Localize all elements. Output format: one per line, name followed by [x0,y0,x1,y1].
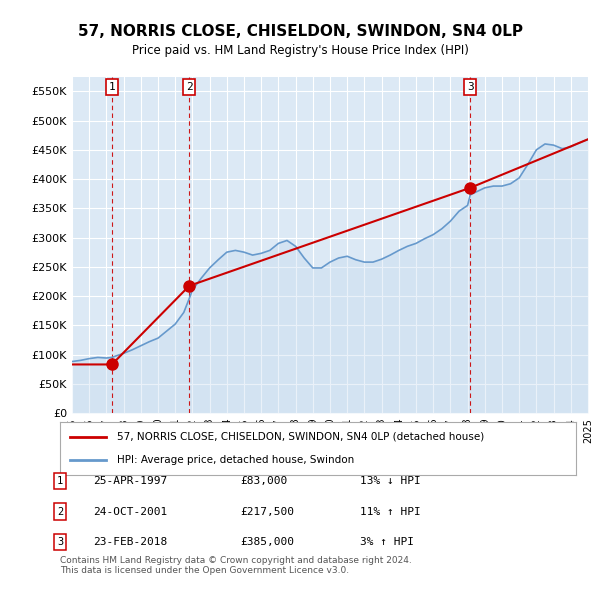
Text: 2: 2 [186,82,193,92]
Text: 57, NORRIS CLOSE, CHISELDON, SWINDON, SN4 0LP: 57, NORRIS CLOSE, CHISELDON, SWINDON, SN… [77,24,523,38]
Text: £385,000: £385,000 [240,537,294,547]
Text: HPI: Average price, detached house, Swindon: HPI: Average price, detached house, Swin… [117,455,354,465]
Text: 3% ↑ HPI: 3% ↑ HPI [360,537,414,547]
Text: 57, NORRIS CLOSE, CHISELDON, SWINDON, SN4 0LP (detached house): 57, NORRIS CLOSE, CHISELDON, SWINDON, SN… [117,432,484,442]
Text: 11% ↑ HPI: 11% ↑ HPI [360,507,421,516]
Text: Contains HM Land Registry data © Crown copyright and database right 2024.
This d: Contains HM Land Registry data © Crown c… [60,556,412,575]
Text: Price paid vs. HM Land Registry's House Price Index (HPI): Price paid vs. HM Land Registry's House … [131,44,469,57]
Text: 3: 3 [467,82,473,92]
Text: 1: 1 [109,82,115,92]
Text: 3: 3 [57,537,63,547]
Text: 2: 2 [57,507,63,516]
Text: 24-OCT-2001: 24-OCT-2001 [93,507,167,516]
Text: £83,000: £83,000 [240,476,287,486]
Text: 23-FEB-2018: 23-FEB-2018 [93,537,167,547]
Text: £217,500: £217,500 [240,507,294,516]
Text: 1: 1 [57,476,63,486]
Text: 25-APR-1997: 25-APR-1997 [93,476,167,486]
Text: 13% ↓ HPI: 13% ↓ HPI [360,476,421,486]
